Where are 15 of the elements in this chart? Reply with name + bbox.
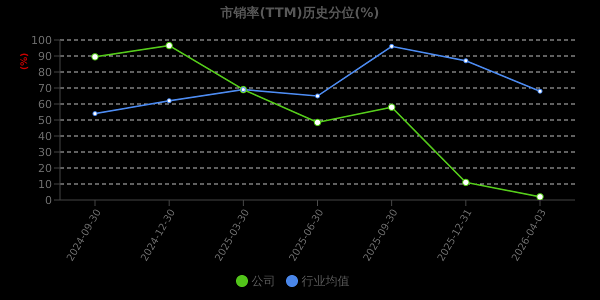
y-tick-label: 90 xyxy=(38,50,52,63)
y-tick-label: 10 xyxy=(38,178,52,191)
y-tick-label: 100 xyxy=(31,34,52,47)
y-tick-label: 20 xyxy=(38,162,52,175)
y-tick-label: 0 xyxy=(45,194,52,207)
y-tick-label: 60 xyxy=(38,98,52,111)
y-axis-title: (%) xyxy=(20,52,30,70)
y-tick-label: 40 xyxy=(38,130,52,143)
y-tick-label: 70 xyxy=(38,82,52,95)
y-tick-label: 30 xyxy=(38,146,52,159)
chart-title: 市销率(TTM)历史分位(%) xyxy=(220,4,380,23)
legend-label: 公司 xyxy=(252,274,276,288)
y-tick-label: 80 xyxy=(38,66,52,79)
y-tick-label: 50 xyxy=(38,114,52,127)
legend-label: 行业均值 xyxy=(302,274,350,288)
